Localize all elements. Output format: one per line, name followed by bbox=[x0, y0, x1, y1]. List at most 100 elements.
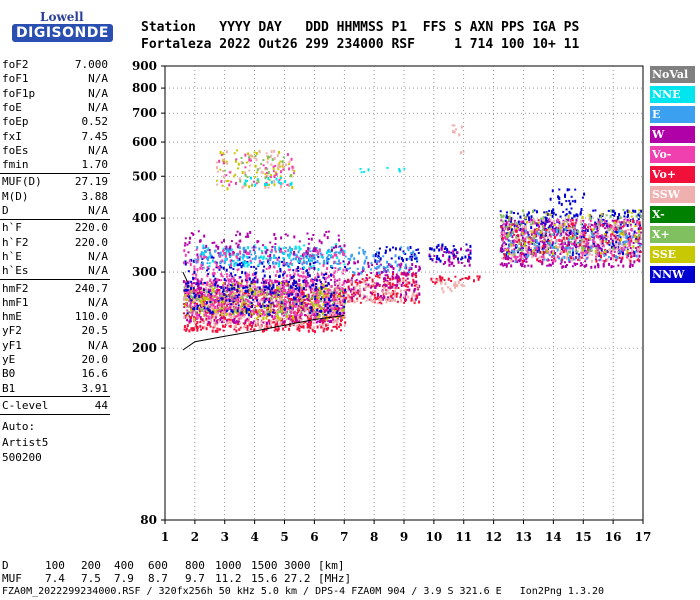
echo-point bbox=[331, 248, 333, 252]
param-label: C-level bbox=[2, 398, 49, 412]
echo-point bbox=[609, 237, 612, 240]
echo-point bbox=[587, 238, 590, 242]
echo-point bbox=[288, 299, 291, 302]
echo-point bbox=[519, 227, 522, 230]
echo-point bbox=[322, 303, 325, 306]
echo-point bbox=[196, 268, 199, 272]
echo-point bbox=[287, 288, 290, 291]
echo-point bbox=[507, 262, 510, 265]
echo-point bbox=[200, 286, 202, 290]
echo-point bbox=[267, 281, 270, 285]
echo-point bbox=[389, 295, 392, 299]
echo-point bbox=[232, 319, 235, 323]
echo-point bbox=[244, 171, 247, 175]
echo-point bbox=[281, 293, 284, 296]
echo-point bbox=[314, 261, 317, 264]
echo-point bbox=[281, 160, 284, 164]
echo-point bbox=[248, 164, 251, 167]
echo-point bbox=[316, 304, 319, 307]
echo-point bbox=[550, 250, 553, 254]
echo-point bbox=[605, 258, 608, 262]
echo-point bbox=[403, 167, 406, 170]
echo-point bbox=[341, 287, 344, 291]
echo-point bbox=[356, 282, 359, 285]
echo-point bbox=[244, 261, 247, 265]
echo-point bbox=[397, 256, 400, 260]
echo-point bbox=[304, 308, 307, 312]
echo-point bbox=[309, 262, 312, 266]
echo-point bbox=[343, 301, 346, 303]
echo-point bbox=[353, 257, 356, 261]
echo-point bbox=[272, 265, 275, 268]
echo-point bbox=[260, 255, 262, 259]
echo-point bbox=[260, 281, 263, 284]
echo-point bbox=[622, 244, 625, 247]
echo-point bbox=[333, 246, 335, 249]
echo-point bbox=[320, 297, 322, 300]
echo-point bbox=[258, 309, 261, 313]
echo-point bbox=[220, 286, 223, 289]
echo-point bbox=[572, 251, 575, 254]
echo-point bbox=[317, 255, 320, 258]
param-label: h`F2 bbox=[2, 235, 29, 249]
echo-point bbox=[237, 307, 240, 310]
echo-point bbox=[387, 263, 390, 267]
echo-point bbox=[306, 322, 309, 325]
echo-point bbox=[280, 317, 283, 320]
echo-point bbox=[302, 288, 305, 290]
echo-point bbox=[393, 285, 396, 289]
echo-point bbox=[587, 245, 590, 249]
echo-point bbox=[361, 278, 364, 281]
echo-point bbox=[505, 243, 508, 246]
echo-point bbox=[282, 285, 285, 289]
echo-point bbox=[270, 299, 273, 302]
echo-point bbox=[323, 287, 326, 290]
echo-point bbox=[293, 272, 296, 276]
echo-point bbox=[415, 257, 418, 260]
echo-point bbox=[269, 290, 272, 294]
echo-point bbox=[597, 243, 599, 247]
echo-point bbox=[260, 290, 263, 294]
echo-point bbox=[257, 264, 260, 267]
echo-point bbox=[326, 276, 329, 279]
echo-point bbox=[297, 320, 299, 323]
echo-point bbox=[343, 298, 346, 302]
echo-point bbox=[225, 301, 228, 305]
echo-point bbox=[467, 258, 470, 261]
echo-point bbox=[321, 253, 324, 256]
echo-point bbox=[312, 264, 315, 267]
echo-point bbox=[222, 299, 225, 303]
echo-point bbox=[276, 154, 279, 158]
echo-point bbox=[275, 291, 277, 294]
echo-point bbox=[208, 265, 211, 268]
echo-point bbox=[233, 152, 236, 155]
echo-point bbox=[273, 316, 276, 319]
echo-point bbox=[272, 166, 275, 170]
echo-point bbox=[313, 258, 316, 261]
echo-point bbox=[374, 285, 377, 288]
echo-point bbox=[595, 245, 598, 248]
echo-point bbox=[373, 299, 376, 303]
x-tick-label: 14 bbox=[545, 530, 562, 544]
echo-point bbox=[414, 287, 417, 290]
echo-point bbox=[192, 276, 195, 280]
echo-point bbox=[203, 256, 206, 259]
echo-point bbox=[300, 312, 303, 316]
echo-point bbox=[301, 290, 304, 294]
echo-point bbox=[322, 264, 325, 267]
echo-point bbox=[232, 268, 235, 271]
echo-point bbox=[403, 294, 406, 298]
echo-point bbox=[339, 267, 341, 270]
echo-point bbox=[611, 213, 614, 216]
echo-point bbox=[201, 261, 204, 265]
echo-point bbox=[204, 281, 206, 284]
echo-point bbox=[551, 243, 554, 247]
echo-point bbox=[325, 231, 328, 233]
echo-point bbox=[226, 294, 229, 297]
echo-point bbox=[299, 275, 302, 278]
echo-point bbox=[214, 260, 217, 264]
echo-point bbox=[257, 288, 260, 292]
echo-point bbox=[225, 150, 228, 154]
echo-point bbox=[459, 278, 462, 281]
echo-point bbox=[352, 271, 354, 274]
